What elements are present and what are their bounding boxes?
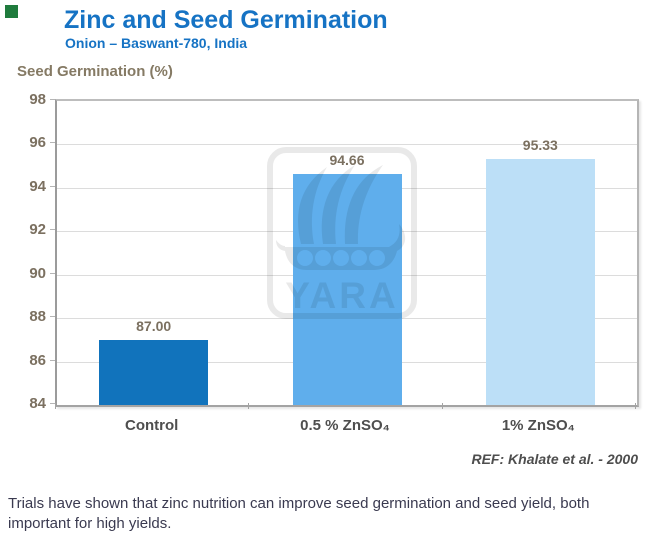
x-tick-mark: [635, 403, 636, 409]
y-tick-label-94: 94: [29, 177, 46, 195]
bar-value-label: 94.66: [329, 151, 365, 168]
y-tick-label-86: 86: [29, 351, 46, 369]
y-tick-mark-88: [50, 316, 55, 318]
y-tick-mark-84: [50, 403, 55, 404]
y-tick-mark-96: [50, 142, 55, 144]
y-tick-label-90: 90: [29, 264, 46, 282]
y-tick-label-84: 84: [29, 395, 46, 412]
y-tick-mark-86: [50, 359, 55, 361]
y-tick-label-92: 92: [29, 221, 46, 239]
x-category-label: Control: [125, 417, 179, 434]
bar-value-label: 87.00: [136, 317, 172, 334]
page-title: Zinc and Seed Germination: [64, 6, 388, 34]
reference-citation: REF: Khalate et al. - 2000: [471, 451, 638, 467]
x-tick-mark: [55, 403, 56, 409]
y-tick-mark-94: [50, 185, 55, 187]
y-tick-mark-92: [50, 229, 55, 231]
x-category-label: 0.5 % ZnSO₄: [300, 417, 390, 434]
y-axis-title: Seed Germination (%): [17, 63, 173, 80]
bar-Control: [99, 339, 209, 405]
y-tick-label-98: 98: [29, 91, 46, 108]
y-tick-mark-90: [50, 272, 55, 274]
bar-0.5 % ZnSO₄: [292, 173, 402, 405]
page-subtitle: Onion – Baswant-780, India: [65, 35, 248, 51]
x-category-label: 1% ZnSO₄: [501, 417, 575, 434]
bar-1% ZnSO₄: [485, 158, 595, 405]
x-tick-mark: [441, 403, 443, 409]
plot-area: 87.00 94.66 95.33: [55, 99, 639, 407]
y-tick-label-96: 96: [29, 134, 46, 152]
bar-value-label: 95.33: [522, 136, 558, 153]
y-tick-mark-98: [50, 99, 55, 100]
y-tick-label-88: 88: [29, 308, 46, 326]
footer-note: Trials have shown that zinc nutrition ca…: [8, 495, 590, 533]
brand-accent-square: [5, 5, 18, 18]
x-tick-mark: [248, 403, 250, 409]
gridline-96: [57, 144, 637, 146]
